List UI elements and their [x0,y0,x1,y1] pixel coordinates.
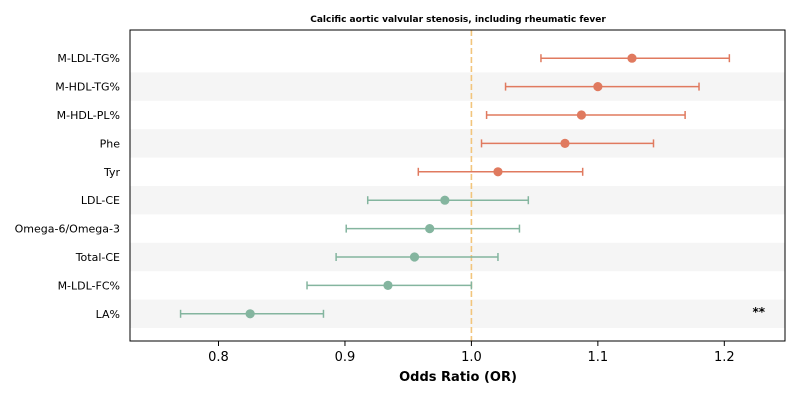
x-tick-label: 0.8 [208,350,229,365]
category-label-phe: Phe [100,137,121,150]
x-ticks: 0.8 0.9 1.0 1.1 1.2 [208,341,735,365]
plot-frame [129,29,786,342]
point-m-ldl-fc [383,280,393,290]
data-marks [179,53,731,319]
point-total-ce [409,252,420,262]
category-label-ldl-ce: LDL-CE [81,194,120,207]
x-tick-label: 0.9 [335,350,356,365]
category-label-omega-6-omega-3: Omega-6/Omega-3 [15,223,120,236]
annotations: ** [752,305,765,319]
chart-title: Calcific aortic valvular stenosis, inclu… [310,15,606,25]
point-m-ldl-tg [627,53,637,63]
point-la [245,309,255,319]
category-label-la: LA% [96,308,120,321]
significance-annotation: ** [752,305,765,319]
row-band-phe [130,129,785,158]
axes [129,29,786,342]
x-tick-label: 1.0 [461,350,482,365]
category-label-tyr: Tyr [103,166,121,179]
category-labels: M-LDL-TG% M-HDL-TG% M-HDL-PL% Phe Tyr LDL-CE O… [15,52,121,321]
point-phe [560,138,570,148]
category-label-m-ldl-tg: M-LDL-TG% [57,52,120,65]
category-label-total-ce: Total-CE [75,251,120,264]
category-label-m-hdl-pl: M-HDL-PL% [57,109,120,122]
category-label-m-hdl-tg: M-HDL-TG% [55,81,120,94]
x-tick-label: 1.2 [714,350,735,365]
point-m-hdl-pl [576,110,587,120]
x-tick-label: 1.1 [588,350,609,365]
point-tyr [493,167,503,177]
x-axis-label: Odds Ratio (OR) [399,370,517,385]
point-ldl-ce [440,195,450,205]
point-omega-6-omega-3 [425,224,435,234]
point-m-hdl-tg [593,82,603,92]
category-label-m-ldl-fc: M-LDL-FC% [58,279,120,292]
